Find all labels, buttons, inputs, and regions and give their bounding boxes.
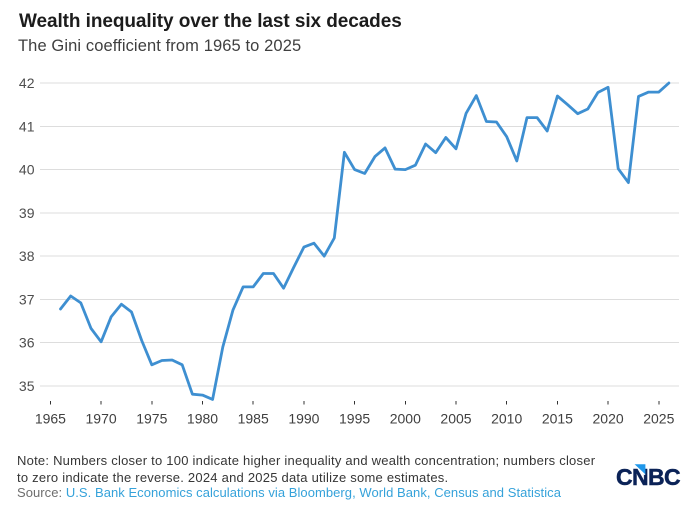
svg-text:38: 38 — [19, 248, 35, 264]
svg-text:42: 42 — [19, 75, 35, 91]
svg-text:1995: 1995 — [339, 411, 370, 427]
svg-text:37: 37 — [19, 291, 35, 307]
svg-text:2000: 2000 — [390, 411, 421, 427]
svg-text:35: 35 — [19, 378, 35, 394]
svg-text:36: 36 — [19, 335, 35, 351]
svg-text:40: 40 — [19, 162, 35, 178]
svg-text:41: 41 — [19, 118, 35, 134]
svg-text:1965: 1965 — [35, 411, 66, 427]
svg-text:2015: 2015 — [542, 411, 573, 427]
svg-text:2005: 2005 — [440, 411, 471, 427]
svg-text:1975: 1975 — [136, 411, 167, 427]
svg-text:1980: 1980 — [187, 411, 218, 427]
svg-text:1985: 1985 — [238, 411, 269, 427]
svg-text:1970: 1970 — [86, 411, 117, 427]
svg-text:39: 39 — [19, 205, 35, 221]
svg-text:2020: 2020 — [593, 411, 624, 427]
svg-text:CNBC: CNBC — [616, 464, 680, 490]
svg-text:1990: 1990 — [288, 411, 319, 427]
svg-text:2010: 2010 — [491, 411, 522, 427]
svg-text:2025: 2025 — [643, 411, 674, 427]
